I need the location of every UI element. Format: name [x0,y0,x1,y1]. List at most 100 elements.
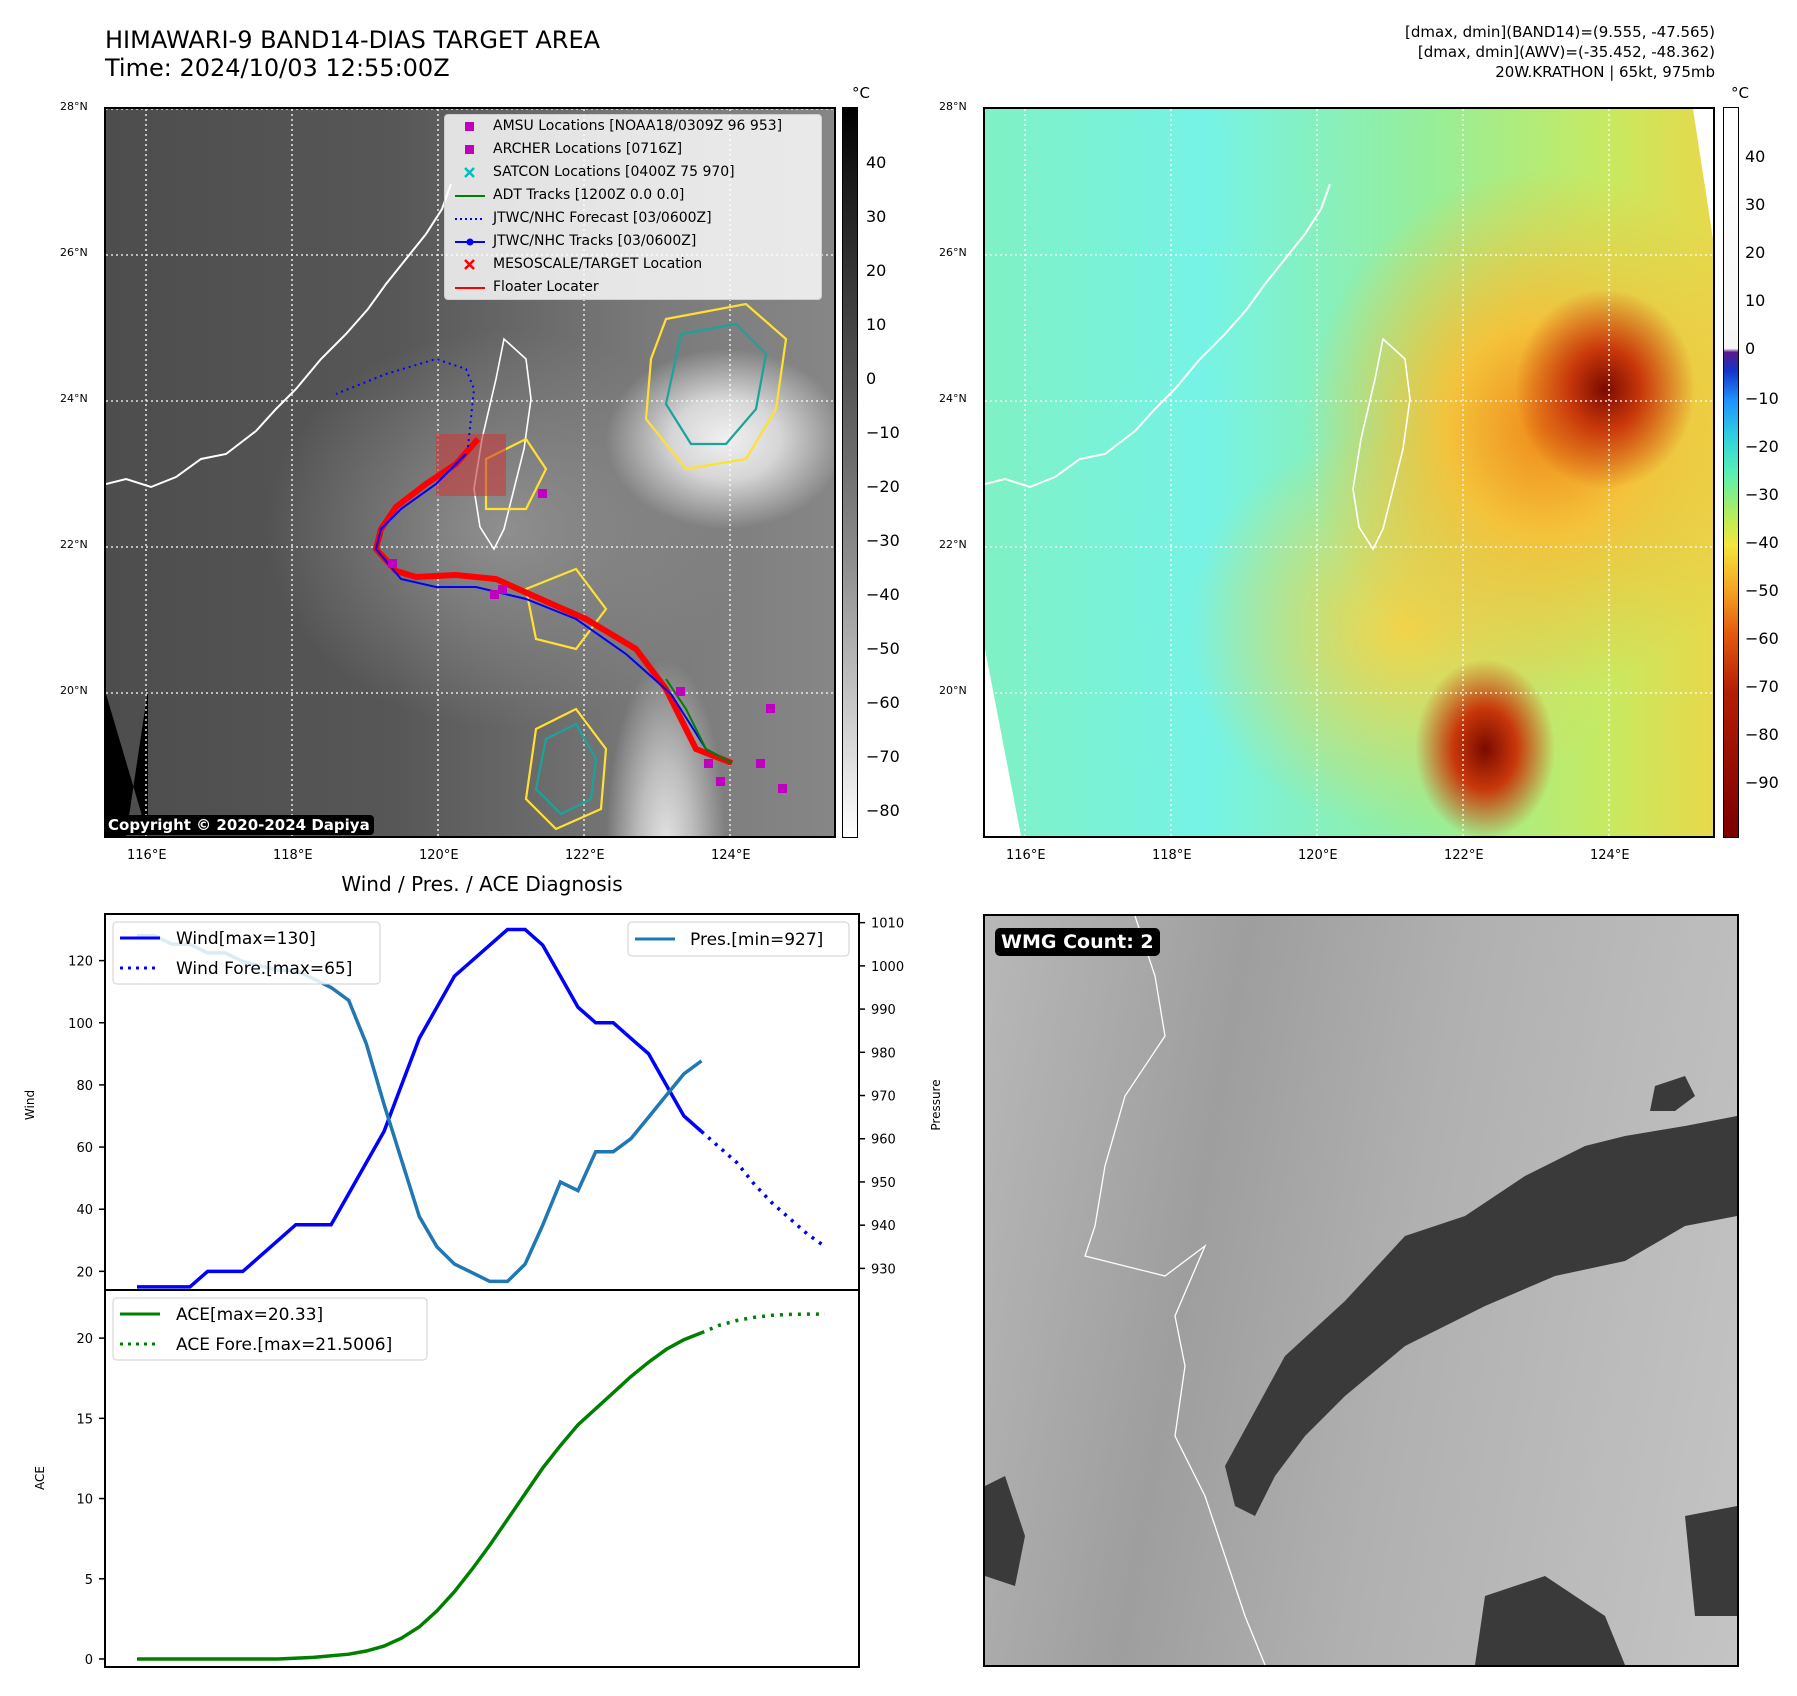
legend-label-wind-forecast: Wind Fore.[max=65] [176,959,352,979]
ir-cb-tick: −40 [866,585,900,604]
awv-lon-116: 116°E [1006,848,1046,863]
wind-forecast-series-line [700,1130,827,1248]
ir-cb-tick: −20 [866,477,900,496]
ace-series-line [137,1331,703,1661]
awv-lon-120: 120°E [1298,848,1338,863]
awv-cb-tick: −40 [1745,533,1779,552]
ace-ylabel: ACE [33,1466,47,1490]
ir-lat-24: 24°N [60,392,88,405]
wmg-panel [983,914,1739,1667]
awv-lat-24: 24°N [939,392,967,405]
awv-cb-tick: −10 [1745,389,1779,408]
info-line-3: 20W.KRATHON | 65kt, 975mb [1495,63,1715,81]
ir-colorbar-ticks: 40 30 20 10 0 −10 −20 −30 −40 −50 −60 −7… [866,107,926,838]
pressure-axis-tick-label: 940 [871,1219,896,1234]
awv-lon-124: 124°E [1590,848,1630,863]
awv-no-data-left [985,649,1021,836]
wind-legend: Wind[max=130] Wind Fore.[max=65] [112,921,381,985]
wmg-overlay [985,916,1737,1665]
wind-axis-tick-label: 60 [76,1141,93,1156]
awv-cb-tick: −50 [1745,581,1779,600]
awv-colorbar [1723,107,1739,838]
title-line-1: HIMAWARI-9 BAND14-DIAS TARGET AREA [105,26,601,54]
ir-lat-28: 28°N [60,100,88,113]
ir-cb-tick: −50 [866,639,900,658]
ace-y-ticks: 0 5 10 15 20 [76,1332,105,1668]
wmg-dark-bottom [1475,1576,1625,1665]
wmg-dark-band [1225,1116,1737,1516]
legend-item-archer: ARCHER Locations [0716Z] [445,138,821,161]
pressure-axis-tick-label: 1000 [871,960,904,975]
copyright-badge: Copyright © 2020-2024 Dapiya [104,815,374,835]
ir-lon-124: 124°E [711,848,751,863]
awv-lat-22: 22°N [939,538,967,551]
ir-cloud-contours [484,302,788,831]
ir-cb-tick: 0 [866,369,877,388]
awv-cb-tick: −30 [1745,485,1779,504]
ace-axis-tick-label: 0 [85,1653,93,1668]
ir-lon-116: 116°E [127,848,167,863]
wind-axis-tick-label: 100 [68,1017,93,1032]
awv-colorbar-unit: °C [1731,84,1749,102]
ir-map-legend: AMSU Locations [NOAA18/0309Z 96 953] ARC… [444,114,822,300]
awv-cb-tick: −20 [1745,437,1779,456]
awv-lat-26: 26°N [939,246,967,259]
awv-cb-tick: 40 [1745,147,1766,166]
ace-axis-tick-label: 5 [85,1573,93,1588]
ir-cb-tick: −60 [866,693,900,712]
legend-item-jtwc-forecast: JTWC/NHC Forecast [03/0600Z] [445,207,821,230]
ir-colorbar-unit: °C [852,84,870,102]
ir-lon-118: 118°E [273,848,313,863]
diagnosis-chart-title: Wind / Pres. / ACE Diagnosis [341,872,623,896]
jtwc-track [374,453,733,764]
awv-lon-118: 118°E [1152,848,1192,863]
legend-label-floater: Floater Locater [493,279,599,295]
ir-taiwan-outline [473,337,532,551]
ace-axes [104,1289,860,1668]
ir-cb-tick: −10 [866,423,900,442]
info-line-2: [dmax, dmin](AWV)=(-35.452, -48.362) [1417,43,1715,61]
ir-lat-22: 22°N [60,538,88,551]
dmax-dmin-info: [dmax, dmin](BAND14)=(9.555, -47.565) [d… [1405,22,1715,82]
awv-cb-tick: −70 [1745,677,1779,696]
info-line-1: [dmax, dmin](BAND14)=(9.555, -47.565) [1404,23,1715,41]
floater-locater-track [372,437,734,766]
ace-legend: ACE[max=20.33] ACE Fore.[max=21.5006] [112,1297,428,1361]
awv-cb-tick: −90 [1745,773,1779,792]
ir-cb-tick: 30 [866,207,887,226]
awv-no-data-right [1693,109,1713,239]
wind-axis-tick-label: 120 [68,955,93,970]
pressure-axis-tick-label: 1010 [871,917,904,932]
awv-cb-tick: 10 [1745,291,1766,310]
title-line-2: Time: 2024/10/03 12:55:00Z [105,54,450,82]
ir-satellite-map: AMSU Locations [NOAA18/0309Z 96 953] ARC… [104,107,836,838]
figure-title: HIMAWARI-9 BAND14-DIAS TARGET AREA Time:… [105,26,600,82]
legend-label-satcon: SATCON Locations [0400Z 75 970] [493,164,735,180]
legend-label-ace-forecast: ACE Fore.[max=21.5006] [176,1335,392,1355]
legend-label-jtwc-forecast: JTWC/NHC Forecast [03/0600Z] [493,210,712,226]
legend-item-adt: ADT Tracks [1200Z 0.0 0.0] [445,184,821,207]
legend-item-amsu: AMSU Locations [NOAA18/0309Z 96 953] [445,115,821,138]
ir-lat-20: 20°N [60,684,88,697]
wind-axis-tick-label: 80 [76,1079,93,1094]
awv-coastline-china [985,183,1331,489]
wmg-coastline [1084,916,1266,1665]
awv-taiwan-outline [1352,337,1411,551]
ir-cb-tick: 10 [866,315,887,334]
legend-label-adt: ADT Tracks [1200Z 0.0 0.0] [493,187,685,203]
ir-lon-120: 120°E [419,848,459,863]
pressure-ylabel: Pressure [929,1079,943,1130]
ace-forecast-series-line [700,1312,825,1335]
pressure-series-line [137,933,703,1284]
awv-lat-20: 20°N [939,684,967,697]
ir-lon-122: 122°E [565,848,605,863]
ace-axis-tick-label: 15 [76,1412,93,1427]
wind-axis-tick-label: 20 [76,1265,93,1280]
legend-label-ace: ACE[max=20.33] [176,1305,323,1325]
pressure-axis-tick-label: 960 [871,1133,896,1148]
awv-cb-tick: −80 [1745,725,1779,744]
ir-cb-tick: −30 [866,531,900,550]
awv-cb-tick: 20 [1745,243,1766,262]
pressure-axis-tick-label: 990 [871,1003,896,1018]
